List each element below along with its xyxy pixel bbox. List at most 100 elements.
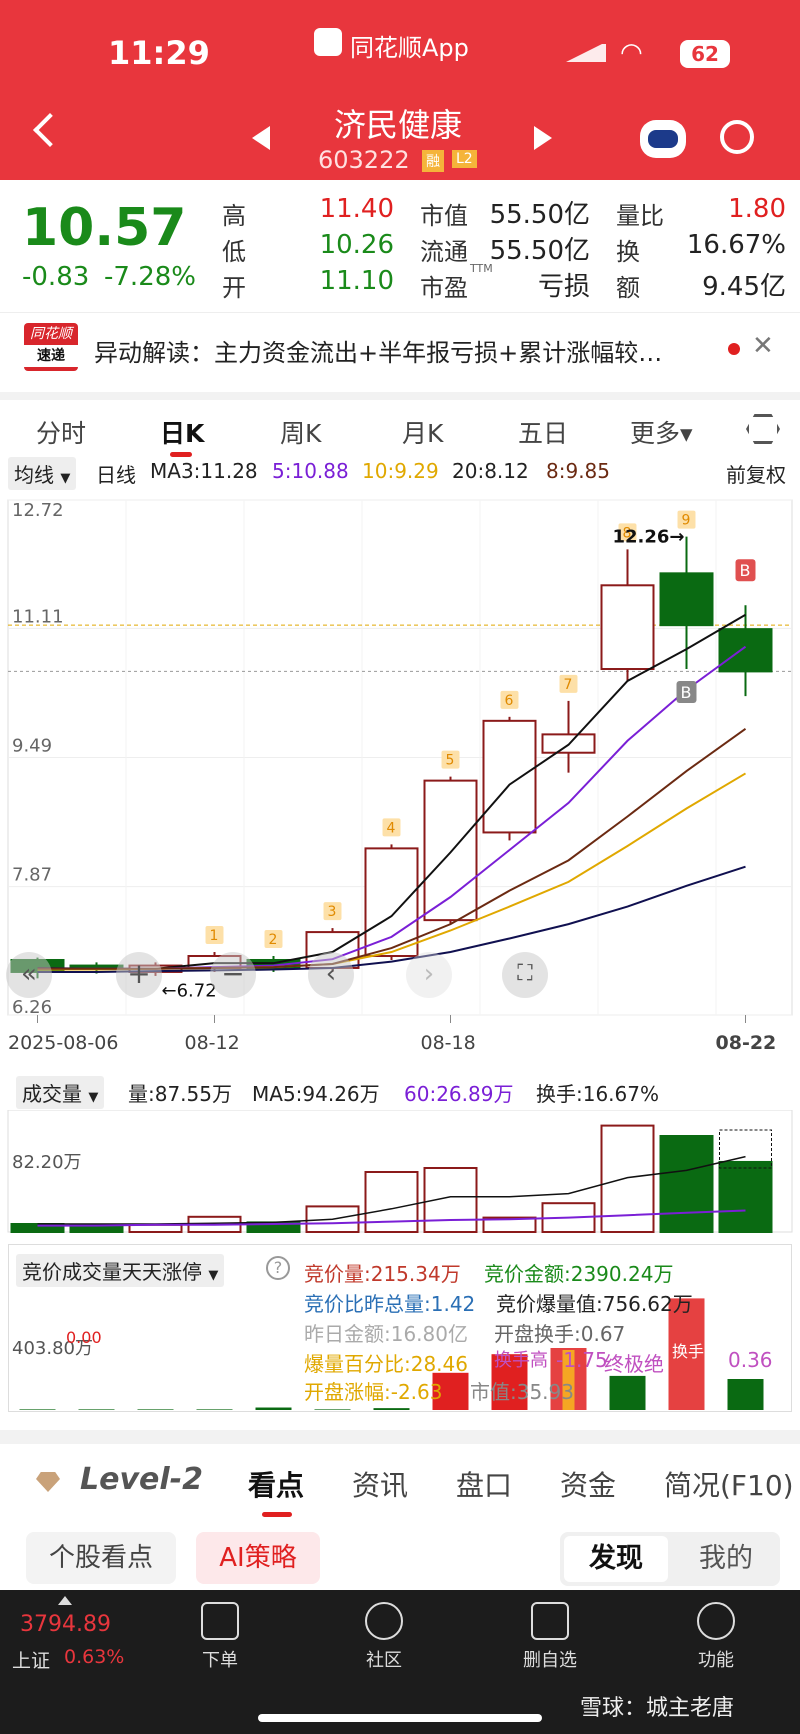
x-tick-label: 08-12 [185, 1032, 240, 1054]
pe-value: 亏损 [537, 272, 590, 302]
prev-stock-icon[interactable] [252, 126, 270, 150]
auction-bar [255, 1407, 292, 1410]
zoom-out-icon[interactable]: − [210, 952, 256, 998]
auction-line5-b: 市值:35.93 [470, 1380, 574, 1404]
min-price-label: ←6.72 [162, 980, 217, 1001]
y-tick-label: 7.87 [12, 865, 52, 886]
limit-count-badge [264, 930, 283, 949]
fullscreen-icon[interactable]: ⛶ [502, 952, 548, 998]
news-text: 异动解读：主力资金流出+半年报亏损+累计涨幅较… [94, 339, 663, 367]
x-tick-label: 2025-08-06 [8, 1032, 118, 1054]
nav-functions-label: 功能 [698, 1650, 734, 1671]
tab-orderbook[interactable]: 盘口 [456, 1469, 513, 1502]
low-label: 低 [222, 238, 246, 266]
limit-count-badge [382, 818, 401, 837]
volume-selector[interactable]: 成交量 ▼ [16, 1076, 105, 1109]
settings-icon[interactable] [746, 414, 780, 444]
next-stock-icon[interactable] [534, 126, 552, 150]
y-tick-label: 9.49 [12, 736, 52, 757]
ma-selector[interactable]: 均线 ▼ [8, 457, 77, 490]
volume-y-label: 82.20万 [12, 1152, 82, 1173]
open-label: 开 [222, 274, 246, 302]
limit-count-label: 1 [210, 928, 219, 944]
limit-count-label: 9 [682, 513, 691, 529]
nav-remove-watchlist[interactable]: 删自选 [500, 1602, 600, 1672]
quote-panel: 10.57 -0.83 -7.28% 高 11.40 低 10.26 开 11.… [0, 180, 800, 310]
auction-bar [314, 1409, 351, 1410]
nav-community[interactable]: 社区 [334, 1602, 434, 1672]
news-dot-icon [728, 343, 740, 355]
volume-ma5: MA5:94.26万 [252, 1082, 380, 1106]
tab-intraday[interactable]: 分时 [36, 419, 87, 448]
zoom-in-icon[interactable]: + [116, 952, 162, 998]
auction-bar [727, 1379, 764, 1410]
news-banner[interactable]: 同花顺 速递 异动解读：主力资金流出+半年报亏损+累计涨幅较… ✕ [0, 312, 800, 380]
adjust-mode[interactable]: 前复权 [726, 463, 786, 487]
auction-line3-b: 开盘换手:0.67 [494, 1322, 626, 1346]
auction-line2-b: 竞价爆量值:756.62万 [496, 1292, 693, 1316]
tab-monthly-k[interactable]: 月K [402, 419, 444, 448]
index-pct: 0.63% [64, 1646, 125, 1668]
index-value[interactable]: 3794.89 [20, 1612, 111, 1637]
tab-more[interactable]: 更多▾ [630, 419, 693, 448]
app-name: 同花顺App [350, 34, 469, 62]
dropdown-icon: ▼ [88, 1090, 99, 1105]
auction-bar [609, 1375, 646, 1410]
volume-bar [718, 1160, 773, 1233]
price-change: -0.83 [22, 262, 90, 292]
tab-news[interactable]: 资讯 [352, 1469, 409, 1502]
scroll-left-icon[interactable]: ‹ [308, 952, 354, 998]
status-time: 11:29 [108, 34, 210, 72]
auction-line2-a: 竞价比昨总量:1.42 [304, 1292, 476, 1316]
buy-marker-bottom [676, 681, 697, 704]
buy-marker-bottom-label: B [681, 683, 692, 702]
volume-chart[interactable]: 82.20万 [0, 1110, 800, 1234]
nav-order[interactable]: 下单 [170, 1602, 270, 1672]
tab-five-day[interactable]: 五日 [518, 419, 569, 448]
search-icon[interactable] [720, 120, 754, 154]
toggle-discover[interactable]: 发现 [564, 1536, 668, 1582]
buy-marker-top [735, 559, 756, 582]
level2-icon [36, 1472, 60, 1492]
signal-icon [566, 42, 606, 62]
robot-icon[interactable] [640, 120, 686, 158]
toggle-mine[interactable]: 我的 [699, 1543, 753, 1574]
candle-body [718, 628, 773, 673]
close-icon[interactable]: ✕ [752, 331, 774, 361]
volume-value: 量:87.55万 [128, 1082, 232, 1106]
auction-line4-a: 爆量百分比:28.46 [304, 1352, 468, 1376]
functions-icon [697, 1602, 735, 1640]
tab-daily-k[interactable]: 日K [160, 419, 205, 448]
tab-f10[interactable]: 简况(F10) [664, 1469, 794, 1502]
auction-selector[interactable]: 竞价成交量天天涨停 ▼ [16, 1254, 225, 1287]
sub-tab-ai-strategy[interactable]: AI策略 [196, 1532, 320, 1584]
auction-bar [19, 1409, 56, 1410]
auction-chart [19, 1298, 764, 1410]
pe-label: 市盈 [420, 274, 468, 302]
last-price: 10.57 [22, 198, 187, 258]
y-tick-label: 12.72 [12, 500, 64, 521]
auction-line4-b: 换手高 [494, 1350, 548, 1371]
level2-label[interactable]: Level-2 [80, 1462, 203, 1497]
scroll-right-icon[interactable]: › [406, 952, 452, 998]
mktcap-value: 55.50亿 [489, 200, 590, 230]
nav-functions[interactable]: 功能 [666, 1602, 766, 1672]
candle-body [600, 584, 655, 671]
app-header: 11:29 同花顺App ◠ 62 济民健康 603222 融 L2 [0, 0, 800, 180]
volume-selector-label: 成交量 [22, 1082, 82, 1106]
sub-tab-stock-highlights[interactable]: 个股看点 [26, 1532, 176, 1584]
tab-highlights[interactable]: 看点 [248, 1469, 305, 1502]
app-logo-icon [314, 28, 342, 56]
collapse-icon[interactable]: « [6, 952, 52, 998]
help-icon[interactable]: ? [266, 1256, 290, 1280]
limit-count-badge [323, 902, 342, 921]
tab-funds[interactable]: 资金 [560, 1469, 617, 1502]
y-tick-label: 6.26 [12, 997, 52, 1018]
y-tick-label: 11.11 [12, 606, 64, 627]
buy-marker-top-label: B [740, 561, 751, 580]
volume-ma60-line [37, 1209, 746, 1227]
tab-weekly-k[interactable]: 周K [280, 419, 322, 448]
auction-bar [196, 1409, 233, 1410]
back-icon[interactable] [33, 113, 67, 147]
limit-count-label: 4 [387, 820, 396, 836]
